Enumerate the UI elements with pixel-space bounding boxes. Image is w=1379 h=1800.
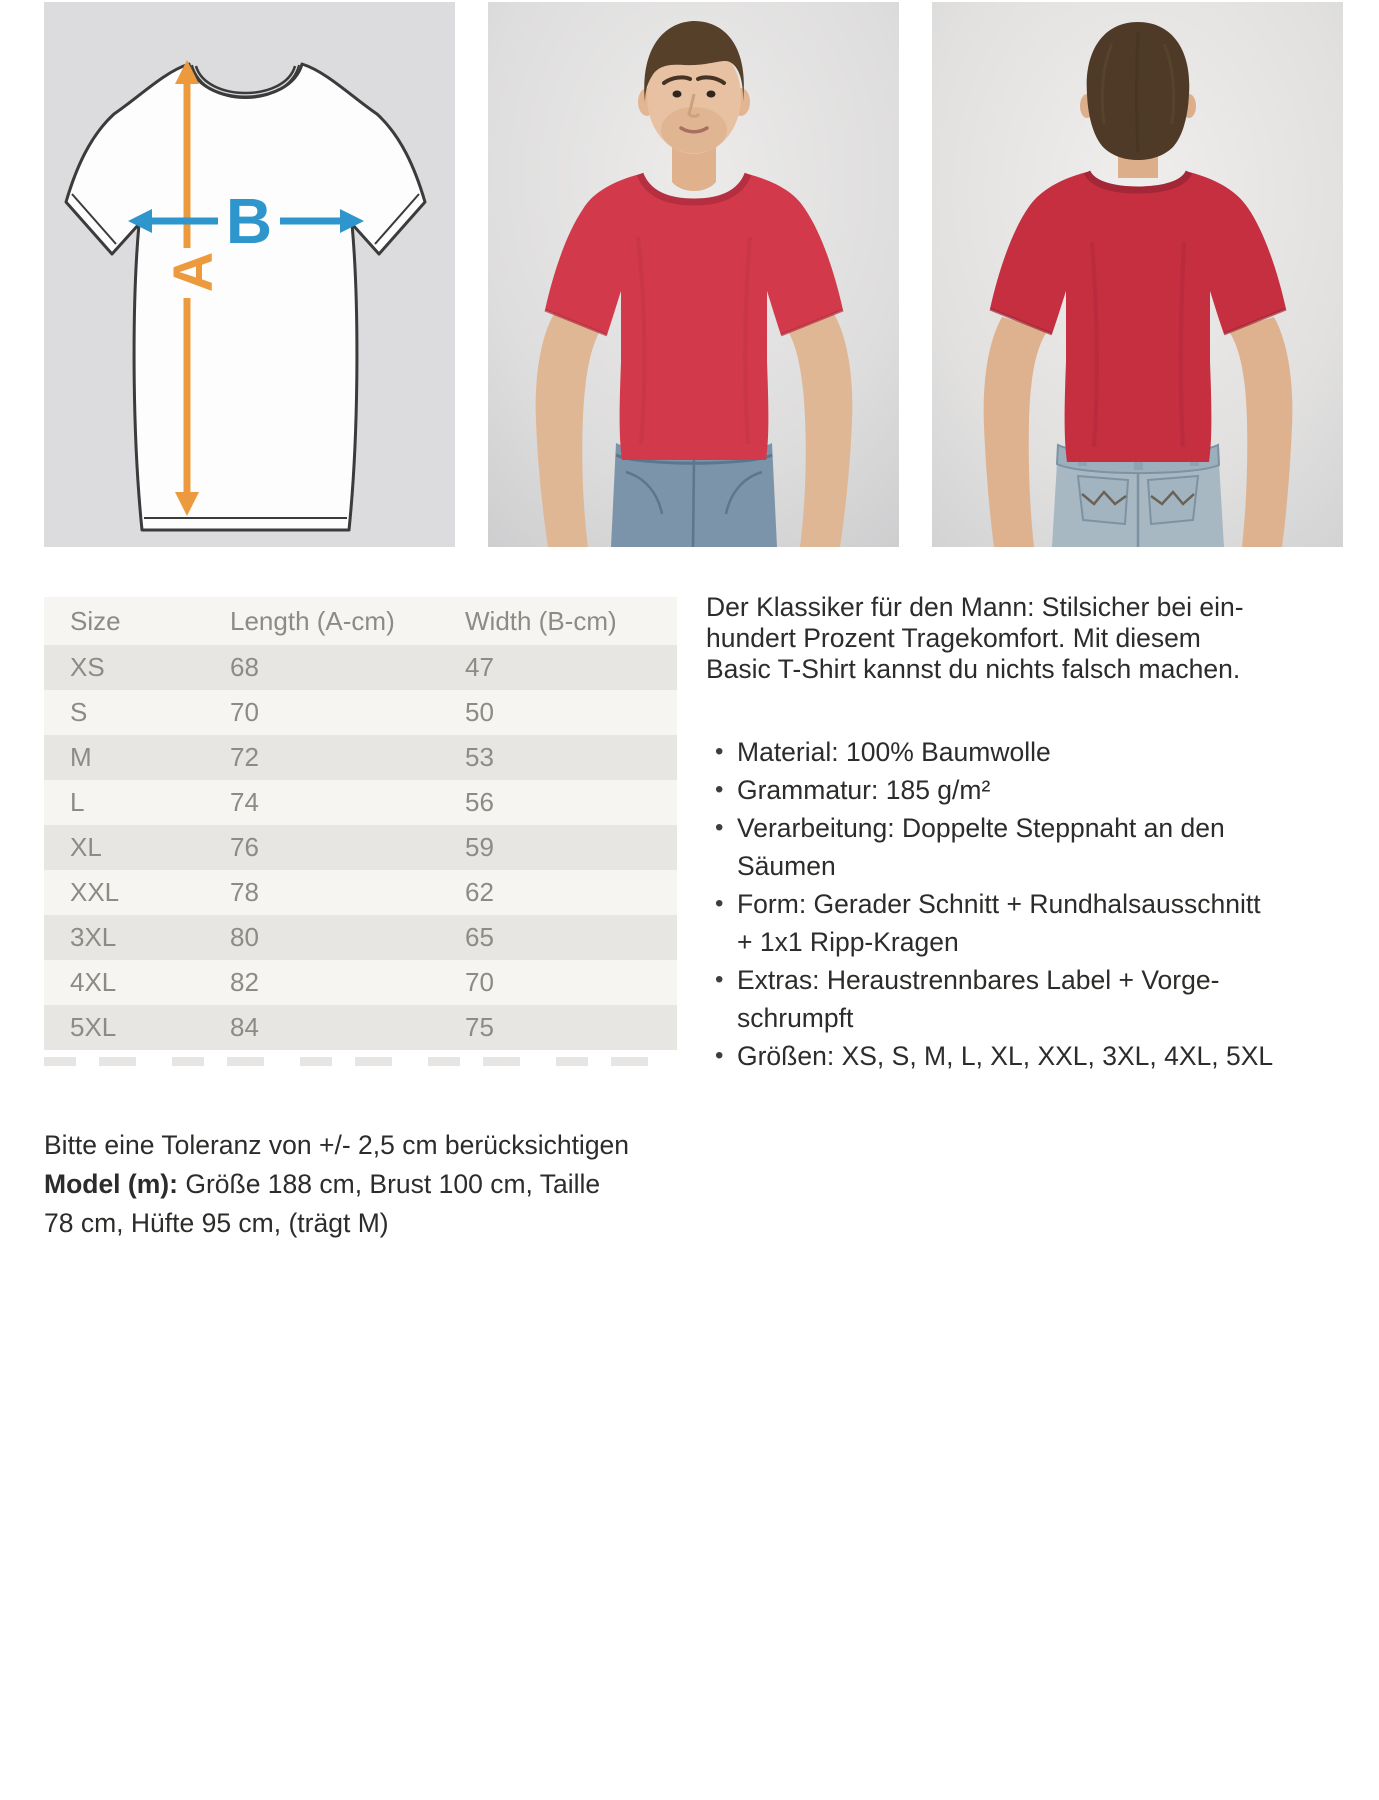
spec-bullet-item: Verarbeitung: Doppelte Steppnaht an den … — [706, 809, 1346, 885]
table-cell: 72 — [230, 742, 259, 772]
table-cell: L — [70, 787, 85, 817]
table-cell: 70 — [230, 697, 259, 727]
table-row: L 74 56 — [44, 780, 677, 825]
clipped-table-row — [44, 1057, 677, 1066]
table-cell: 76 — [230, 832, 259, 862]
spec-bullet-text: Größen: XS, S, M, L, XL, XXL, 3XL, 4XL, … — [737, 1041, 1274, 1071]
table-cell: 70 — [465, 967, 494, 997]
spec-bullet-item: Extras: Heraustrennbares Label + Vorge- … — [706, 961, 1346, 1037]
spec-bullet-item: Form: Gerader Schnitt + Rundhalsausschni… — [706, 885, 1346, 961]
size-table-head-row: Size Length (A-cm) Width (B-cm) — [44, 597, 677, 645]
size-table-column-header: Size — [70, 605, 121, 636]
arms-back — [983, 317, 1293, 547]
model-face — [638, 21, 750, 191]
product-image-gallery: A B — [44, 2, 1343, 547]
tshirt-outline-drawing — [64, 62, 427, 532]
size-table-column-header: Length (A-cm) — [230, 605, 395, 636]
table-row: S 70 50 — [44, 690, 677, 735]
spec-bullet-text: Grammatur: 185 g/m² — [737, 775, 991, 805]
product-intro-text: Der Klassiker für den Mann: Stilsicher b… — [706, 592, 1244, 684]
table-cell: 59 — [465, 832, 494, 862]
table-cell: 68 — [230, 652, 259, 682]
label-b: B — [226, 185, 272, 257]
hair-front — [644, 21, 744, 102]
table-cell: 62 — [465, 877, 494, 907]
table-row: 3XL 80 65 — [44, 915, 677, 960]
table-row: XL 76 59 — [44, 825, 677, 870]
table-cell: 65 — [465, 922, 494, 952]
model-note-text: Größe 188 cm, Brust 100 cm, Taille 78 cm… — [44, 1169, 601, 1238]
table-cell: 82 — [230, 967, 259, 997]
table-cell: 5XL — [70, 1012, 117, 1042]
table-row: 5XL 84 75 — [44, 1005, 677, 1050]
table-cell: 78 — [230, 877, 259, 907]
table-cell: 56 — [465, 787, 494, 817]
product-description-section: Der Klassiker für den Mann: Stilsicher b… — [706, 592, 1346, 1075]
table-cell: M — [70, 742, 92, 772]
tolerance-note: Bitte eine Toleranz von +/- 2,5 cm berüc… — [44, 1130, 630, 1160]
table-cell: 50 — [465, 697, 494, 727]
table-cell: 3XL — [70, 922, 117, 952]
length-arrow-a: A — [161, 60, 224, 516]
tshirt-back — [989, 170, 1287, 462]
table-cell: S — [70, 697, 88, 727]
size-table-column-header: Width (B-cm) — [465, 605, 617, 636]
spec-bullet-item: Material: 100% Baumwolle — [706, 733, 1346, 771]
size-table-section: Size Length (A-cm) Width (B-cm) XS 68 47 S 70 5… — [44, 597, 677, 1050]
tshirt-front — [544, 172, 844, 460]
size-diagram-image[interactable]: A B — [44, 2, 455, 547]
table-cell: 75 — [465, 1012, 494, 1042]
table-cell: XXL — [70, 877, 120, 907]
model-back-graphic — [932, 2, 1343, 547]
width-arrow-b: B — [128, 185, 364, 257]
table-row: 4XL 82 70 — [44, 960, 677, 1005]
table-cell: XS — [70, 652, 105, 682]
table-cell: 84 — [230, 1012, 259, 1042]
table-cell: 74 — [230, 787, 259, 817]
spec-bullet-item: Grammatur: 185 g/m² — [706, 771, 1346, 809]
label-a: A — [161, 252, 224, 292]
spec-bullet-text: Form: Gerader Schnitt + Rundhalsausschni… — [737, 889, 1261, 957]
size-diagram-graphic: A B — [44, 2, 455, 547]
model-note-label: Model (m): — [44, 1169, 178, 1199]
table-cell: 80 — [230, 922, 259, 952]
size-table: Size Length (A-cm) Width (B-cm) XS 68 47 S 70 5… — [44, 597, 677, 1050]
table-cell: 4XL — [70, 967, 117, 997]
spec-bullet-text: Extras: Heraustrennbares Label + Vorge- … — [737, 965, 1220, 1033]
table-cell: XL — [70, 832, 102, 862]
table-row: XXL 78 62 — [44, 870, 677, 915]
table-row: XS 68 47 — [44, 645, 677, 690]
table-row: M 72 53 — [44, 735, 677, 780]
spec-bullet-text: Material: 100% Baumwolle — [737, 737, 1051, 767]
table-cell: 53 — [465, 742, 494, 772]
model-front-graphic — [488, 2, 899, 547]
spec-bullet-item: Größen: XS, S, M, L, XL, XXL, 3XL, 4XL, … — [706, 1037, 1346, 1075]
model-back-head — [1080, 22, 1196, 178]
model-front-photo[interactable] — [488, 2, 899, 547]
table-cell: 47 — [465, 652, 494, 682]
spec-bullet-text: Verarbeitung: Doppelte Steppnaht an den … — [737, 813, 1225, 881]
size-notes-section: Bitte eine Toleranz von +/- 2,5 cm berüc… — [44, 1126, 694, 1243]
arms-front — [535, 314, 853, 547]
product-spec-list: Material: 100% Baumwolle Grammatur: 185 g… — [706, 733, 1346, 1075]
model-note: Model (m): Größe 188 cm, Brust 100 cm, T… — [44, 1165, 694, 1243]
model-back-photo[interactable] — [932, 2, 1343, 547]
size-table-body: XS 68 47 S 70 50 M 72 53 L 74 56 XL 76 59 XXL 78 62 3XL 80 6… — [44, 645, 677, 1050]
